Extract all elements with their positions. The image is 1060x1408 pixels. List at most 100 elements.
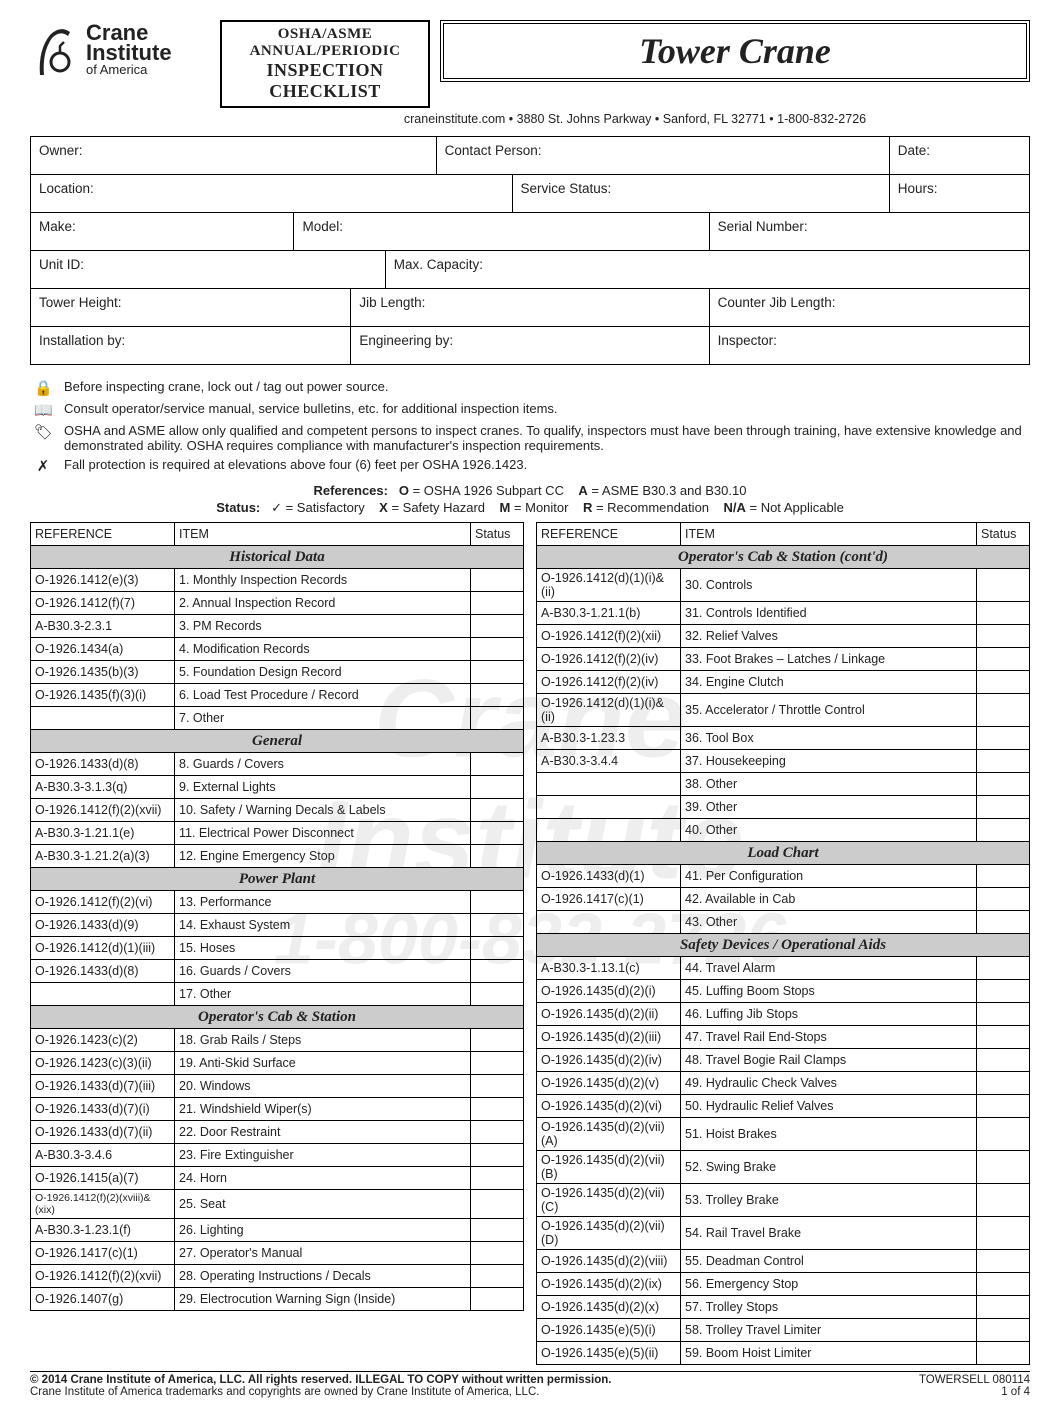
cell-ref: O-1926.1412(e)(3) (31, 569, 175, 592)
cell-item: 40. Other (681, 819, 977, 842)
cell-item: 13. Performance (175, 891, 471, 914)
cell-status[interactable] (471, 1121, 524, 1144)
cell-status[interactable] (977, 648, 1030, 671)
cell-status[interactable] (977, 671, 1030, 694)
cell-status[interactable] (977, 980, 1030, 1003)
cell-status[interactable] (977, 1342, 1030, 1365)
cell-item: 29. Electrocution Warning Sign (Inside) (175, 1288, 471, 1311)
th-item: ITEM (175, 523, 471, 546)
th-status: Status (471, 523, 524, 546)
copyright: © 2014 Crane Institute of America, LLC. … (30, 1374, 611, 1386)
cell-status[interactable] (471, 707, 524, 730)
cell-status[interactable] (471, 1098, 524, 1121)
cell-status[interactable] (471, 661, 524, 684)
checklist-row: O-1926.1435(d)(2)(vi) 50. Hydraulic Reli… (537, 1095, 1030, 1118)
cell-status[interactable] (471, 799, 524, 822)
cell-status[interactable] (977, 1217, 1030, 1250)
cell-status[interactable] (977, 1118, 1030, 1151)
cell-ref: O-1926.1417(c)(1) (537, 888, 681, 911)
page-title: Tower Crane (639, 31, 831, 71)
cell-status[interactable] (471, 615, 524, 638)
cell-status[interactable] (471, 983, 524, 1006)
cell-status[interactable] (471, 1242, 524, 1265)
cell-status[interactable] (471, 638, 524, 661)
cell-status[interactable] (977, 727, 1030, 750)
references-line: References: O = OSHA 1926 Subpart CC A =… (30, 483, 1030, 498)
cell-status[interactable] (471, 1052, 524, 1075)
section-header: Power Plant (31, 868, 524, 891)
cell-item: 56. Emergency Stop (681, 1273, 977, 1296)
cell-ref (537, 773, 681, 796)
cell-status[interactable] (471, 1190, 524, 1219)
cell-item: 23. Fire Extinguisher (175, 1144, 471, 1167)
cell-status[interactable] (977, 819, 1030, 842)
cell-status[interactable] (977, 602, 1030, 625)
cell-status[interactable] (977, 865, 1030, 888)
info-cell: Owner: (31, 137, 436, 174)
cell-ref: A-B30.3-3.4.6 (31, 1144, 175, 1167)
cell-status[interactable] (977, 796, 1030, 819)
cell-item: 5. Foundation Design Record (175, 661, 471, 684)
cell-status[interactable] (471, 1144, 524, 1167)
cell-item: 2. Annual Inspection Record (175, 592, 471, 615)
cell-item: 18. Grab Rails / Steps (175, 1029, 471, 1052)
cell-status[interactable] (977, 957, 1030, 980)
cell-status[interactable] (977, 1072, 1030, 1095)
cell-status[interactable] (977, 911, 1030, 934)
info-cell: Hours: (889, 175, 1029, 212)
cell-item: 1. Monthly Inspection Records (175, 569, 471, 592)
cell-ref (31, 707, 175, 730)
section-header: Operator's Cab & Station (cont'd) (537, 546, 1030, 569)
checklist-row: A-B30.3-1.21.2(a)(3) 12. Engine Emergenc… (31, 845, 524, 868)
cell-status[interactable] (471, 1265, 524, 1288)
cell-status[interactable] (977, 1026, 1030, 1049)
cell-ref: O-1926.1433(d)(7)(i) (31, 1098, 175, 1121)
cell-ref: A-B30.3-3.4.4 (537, 750, 681, 773)
cell-status[interactable] (471, 776, 524, 799)
cell-status[interactable] (471, 914, 524, 937)
cell-status[interactable] (977, 1151, 1030, 1184)
cell-status[interactable] (977, 625, 1030, 648)
cell-status[interactable] (977, 1095, 1030, 1118)
checklist-row: O-1926.1435(d)(2)(viii) 55. Deadman Cont… (537, 1250, 1030, 1273)
cell-status[interactable] (471, 845, 524, 868)
cell-status[interactable] (977, 1319, 1030, 1342)
cell-ref: A-B30.3-3.1.3(q) (31, 776, 175, 799)
cell-status[interactable] (977, 750, 1030, 773)
cell-item: 31. Controls Identified (681, 602, 977, 625)
cell-status[interactable] (977, 1250, 1030, 1273)
cell-status[interactable] (471, 1075, 524, 1098)
cell-status[interactable] (471, 1167, 524, 1190)
cell-status[interactable] (471, 569, 524, 592)
cell-status[interactable] (471, 937, 524, 960)
cell-ref: O-1926.1415(a)(7) (31, 1167, 175, 1190)
cell-status[interactable] (977, 1296, 1030, 1319)
cell-status[interactable] (977, 1049, 1030, 1072)
cell-item: 39. Other (681, 796, 977, 819)
cell-status[interactable] (977, 569, 1030, 602)
address-line: craneinstitute.com • 3880 St. Johns Park… (240, 112, 1030, 126)
checklist-row: O-1926.1435(d)(2)(iii) 47. Travel Rail E… (537, 1026, 1030, 1049)
cell-ref (537, 819, 681, 842)
cell-status[interactable] (977, 1184, 1030, 1217)
cell-status[interactable] (977, 888, 1030, 911)
checklist-row: O-1926.1417(c)(1) 27. Operator's Manual (31, 1242, 524, 1265)
cell-status[interactable] (471, 753, 524, 776)
cell-status[interactable] (977, 694, 1030, 727)
cell-status[interactable] (471, 1029, 524, 1052)
cell-status[interactable] (471, 684, 524, 707)
cell-status[interactable] (471, 1219, 524, 1242)
th-status: Status (977, 523, 1030, 546)
cell-status[interactable] (977, 1273, 1030, 1296)
cell-ref: O-1926.1435(d)(2)(vi) (537, 1095, 681, 1118)
cell-status[interactable] (471, 822, 524, 845)
checklist-row: O-1926.1435(d)(2)(vii)(C) 53. Trolley Br… (537, 1184, 1030, 1217)
cell-ref: O-1926.1435(d)(2)(i) (537, 980, 681, 1003)
cell-status[interactable] (471, 1288, 524, 1311)
note-text: Consult operator/service manual, service… (64, 401, 558, 416)
cell-status[interactable] (977, 773, 1030, 796)
cell-status[interactable] (977, 1003, 1030, 1026)
cell-status[interactable] (471, 891, 524, 914)
cell-status[interactable] (471, 960, 524, 983)
cell-status[interactable] (471, 592, 524, 615)
